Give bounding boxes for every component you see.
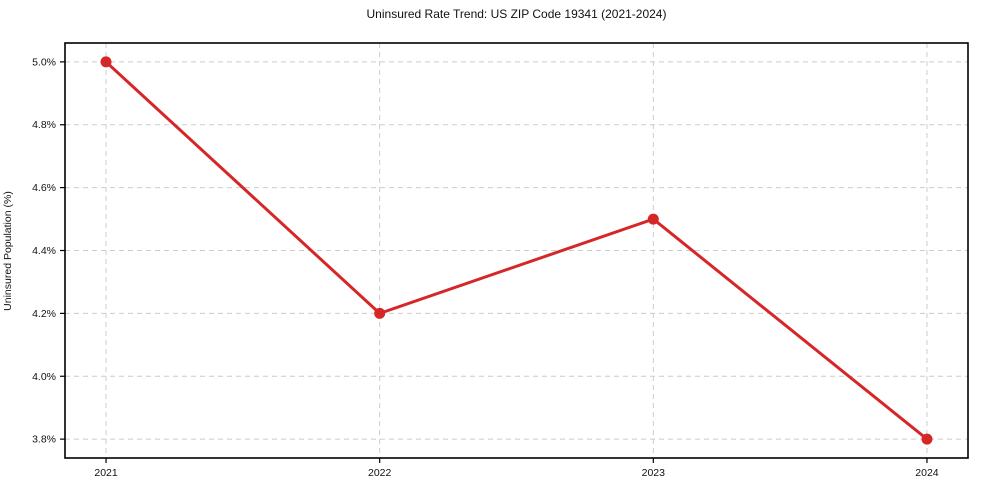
trend-line xyxy=(104,60,929,441)
data-point xyxy=(647,213,659,225)
y-tick-label: 4.0% xyxy=(32,371,56,383)
x-tick-label: 2024 xyxy=(915,467,939,479)
chart-title: Uninsured Rate Trend: US ZIP Code 19341 … xyxy=(366,7,667,21)
y-tick-label: 4.4% xyxy=(32,245,56,257)
y-tick-label: 4.2% xyxy=(32,308,56,320)
plot-border xyxy=(64,42,969,459)
x-tick-label: 2021 xyxy=(94,467,118,479)
y-axis-label: Uninsured Population (%) xyxy=(2,191,14,311)
y-tick-label: 4.8% xyxy=(32,119,56,131)
y-tick-label: 3.8% xyxy=(32,434,56,446)
y-tick-label: 4.6% xyxy=(32,182,56,194)
x-tick-label: 2022 xyxy=(368,467,392,479)
y-tick-label: 5.0% xyxy=(32,56,56,68)
x-tick-label: 2023 xyxy=(642,467,666,479)
data-point xyxy=(374,307,386,319)
data-point xyxy=(100,56,112,68)
data-point xyxy=(921,433,933,445)
